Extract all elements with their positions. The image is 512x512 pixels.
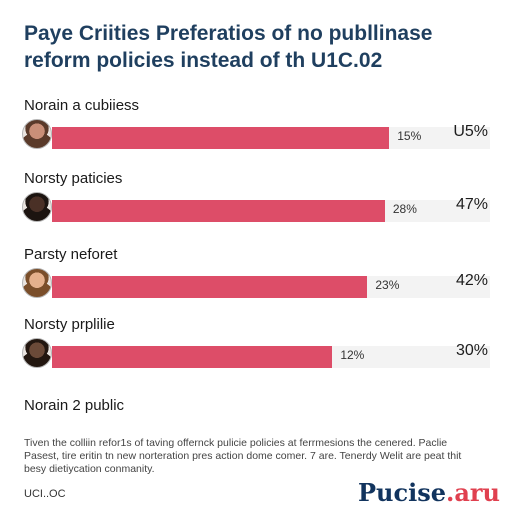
bar-row: Parsty neforet 23% 42% (0, 246, 512, 306)
category-label: Norain a cubiiess (24, 97, 140, 114)
bar (52, 276, 368, 298)
bar-value-label: 28% (392, 202, 417, 216)
percent-label: U5% (453, 123, 488, 140)
bar (52, 346, 333, 368)
bar-value-label: 15% (397, 129, 422, 143)
category-label: Norsty prplilie (24, 316, 115, 333)
person-avatar-icon (22, 338, 52, 368)
bar (52, 127, 390, 149)
source-label: UCI..OC (24, 488, 66, 500)
category-label: Parsty neforet (24, 246, 118, 263)
person-avatar-icon (22, 192, 52, 222)
bar-value-label: 12% (340, 348, 365, 362)
category-label-extra: Norain 2 public (24, 397, 125, 414)
bar-track (52, 200, 490, 222)
chart-title: Paye Criities Preferatios of no publlina… (24, 22, 433, 72)
bar-value-label: 23% (375, 278, 400, 292)
brand-name: Pucise (357, 478, 446, 507)
bar-track (52, 276, 490, 298)
footnote: Tiven the colliin refor1s of taving offe… (24, 437, 462, 475)
percent-label: 42% (455, 272, 488, 289)
person-avatar-icon (22, 119, 52, 149)
bar-track (52, 346, 490, 368)
bar (52, 200, 385, 222)
brand-logo: Pucise.aru (358, 478, 500, 507)
person-avatar-icon (22, 268, 52, 298)
category-label: Norsty paticies (24, 170, 123, 187)
percent-label: 30% (455, 342, 488, 359)
bar-row: Norsty paticies 28% 47% (0, 170, 512, 230)
percent-label: 47% (455, 196, 488, 213)
bar-row: Norain a cubiiess 15% U5% (0, 97, 512, 157)
bar-row: Norsty prplilie 12% 30% (0, 316, 512, 376)
bar-track (52, 127, 490, 149)
brand-suffix: .aru (446, 478, 500, 507)
